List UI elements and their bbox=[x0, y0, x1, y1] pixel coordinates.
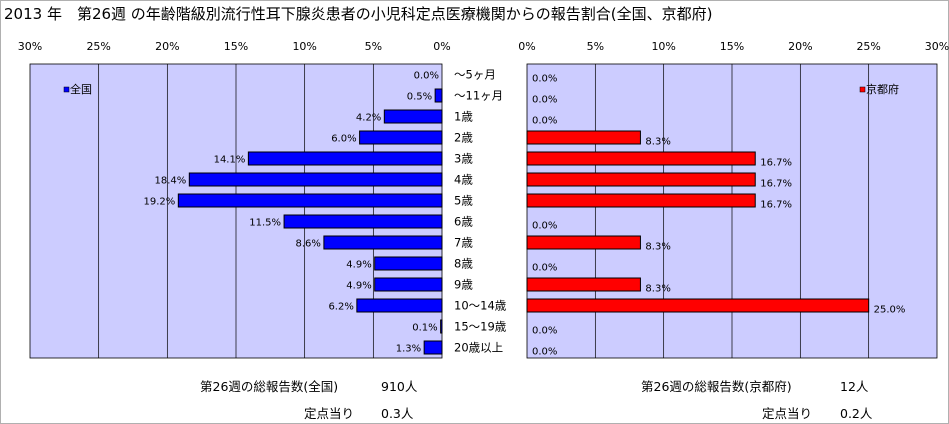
value-label-national: 4.2% bbox=[356, 113, 381, 124]
category-label: 6歳 bbox=[454, 215, 473, 229]
value-label-national: 6.0% bbox=[331, 134, 356, 145]
national-total-label: 第26週の総報告数(全国) bbox=[200, 379, 339, 394]
value-label-kyoto: 0.0% bbox=[532, 326, 557, 337]
tick-label-national: 5% bbox=[365, 40, 382, 53]
bar-national bbox=[434, 88, 443, 103]
value-label-national: 19.2% bbox=[144, 197, 176, 208]
tick-label-national: 0% bbox=[433, 40, 450, 53]
bar-kyoto bbox=[526, 130, 641, 145]
kyoto-per-site-label: 定点当り bbox=[762, 406, 813, 421]
legend-label-national: 全国 bbox=[70, 82, 92, 96]
category-label: 20歳以上 bbox=[454, 341, 503, 355]
kyoto-total-label: 第26週の総報告数(京都府) bbox=[641, 379, 792, 394]
tick-label-kyoto: 15% bbox=[720, 40, 744, 53]
value-label-kyoto: 0.0% bbox=[532, 95, 557, 106]
bar-kyoto bbox=[526, 277, 641, 292]
bar-national bbox=[323, 235, 443, 250]
tick-label-national: 15% bbox=[224, 40, 248, 53]
tick-label-kyoto: 0% bbox=[518, 40, 535, 53]
bar-national bbox=[177, 193, 443, 208]
value-label-national: 8.6% bbox=[295, 239, 320, 250]
bar-national bbox=[283, 214, 443, 229]
bar-kyoto bbox=[526, 298, 870, 313]
value-label-national: 4.9% bbox=[346, 260, 371, 271]
bar-kyoto bbox=[526, 172, 756, 187]
tick-label-kyoto: 10% bbox=[651, 40, 675, 53]
category-label: 9歳 bbox=[454, 278, 473, 292]
value-label-kyoto: 8.3% bbox=[645, 284, 670, 295]
value-label-kyoto: 0.0% bbox=[532, 221, 557, 232]
tick-label-national: 20% bbox=[155, 40, 179, 53]
bar-national bbox=[383, 109, 443, 124]
tick-label-kyoto: 20% bbox=[788, 40, 812, 53]
category-label: 7歳 bbox=[454, 236, 473, 250]
tick-label-kyoto: 25% bbox=[856, 40, 880, 53]
value-label-national: 4.9% bbox=[346, 281, 371, 292]
kyoto-per-site-value: 0.2人 bbox=[840, 406, 873, 421]
value-label-kyoto: 25.0% bbox=[874, 305, 906, 316]
category-label: 8歳 bbox=[454, 257, 473, 271]
category-label: 1歳 bbox=[454, 110, 473, 124]
category-label: 4歳 bbox=[454, 173, 473, 187]
chart-title: 2013 年 第26週 の年齢階級別流行性耳下腺炎患者の小児科定点医療機関からの… bbox=[4, 5, 713, 23]
value-label-kyoto: 0.0% bbox=[532, 74, 557, 85]
legend-swatch-kyoto bbox=[859, 86, 866, 93]
value-label-national: 1.3% bbox=[396, 344, 421, 355]
value-label-kyoto: 0.0% bbox=[532, 347, 557, 358]
bar-national bbox=[356, 298, 443, 313]
category-label: 10～14歳 bbox=[454, 299, 507, 313]
value-label-kyoto: 16.7% bbox=[760, 200, 792, 211]
value-label-kyoto: 16.7% bbox=[760, 158, 792, 169]
bar-national bbox=[359, 130, 443, 145]
value-label-kyoto: 0.0% bbox=[532, 263, 557, 274]
tick-label-kyoto: 30% bbox=[925, 40, 949, 53]
bar-national bbox=[247, 151, 443, 166]
national-per-site-value: 0.3人 bbox=[381, 406, 414, 421]
value-label-kyoto: 16.7% bbox=[760, 179, 792, 190]
category-label: 5歳 bbox=[454, 194, 473, 208]
category-label: 15～19歳 bbox=[454, 320, 507, 334]
national-total-value: 910人 bbox=[381, 379, 418, 394]
bar-national bbox=[374, 256, 443, 271]
kyoto-total-value: 12人 bbox=[840, 379, 869, 394]
value-label-national: 6.2% bbox=[328, 302, 353, 313]
value-label-national: 0.0% bbox=[414, 71, 439, 82]
value-label-national: 0.1% bbox=[412, 323, 437, 334]
bar-kyoto bbox=[526, 235, 641, 250]
value-label-kyoto: 0.0% bbox=[532, 116, 557, 127]
value-label-national: 14.1% bbox=[214, 155, 246, 166]
value-label-national: 11.5% bbox=[249, 218, 281, 229]
legend-swatch-national bbox=[63, 86, 70, 93]
tick-label-national: 10% bbox=[292, 40, 316, 53]
value-label-kyoto: 8.3% bbox=[645, 242, 670, 253]
tick-label-national: 30% bbox=[18, 40, 42, 53]
value-label-national: 18.4% bbox=[155, 176, 187, 187]
category-label: ～5ヶ月 bbox=[454, 68, 496, 82]
bar-kyoto bbox=[526, 151, 756, 166]
tick-label-kyoto: 5% bbox=[587, 40, 604, 53]
category-label: ～11ヶ月 bbox=[454, 89, 503, 103]
category-label: 2歳 bbox=[454, 131, 473, 145]
tick-label-national: 25% bbox=[86, 40, 110, 53]
bar-national bbox=[374, 277, 443, 292]
bar-national bbox=[423, 340, 443, 355]
bar-national bbox=[440, 319, 443, 334]
category-label: 3歳 bbox=[454, 152, 473, 166]
value-label-kyoto: 8.3% bbox=[645, 137, 670, 148]
national-per-site-label: 定点当り bbox=[304, 406, 355, 421]
bar-kyoto bbox=[526, 193, 756, 208]
legend-label-kyoto: 京都府 bbox=[866, 82, 899, 96]
bar-national bbox=[188, 172, 443, 187]
value-label-national: 0.5% bbox=[407, 92, 432, 103]
